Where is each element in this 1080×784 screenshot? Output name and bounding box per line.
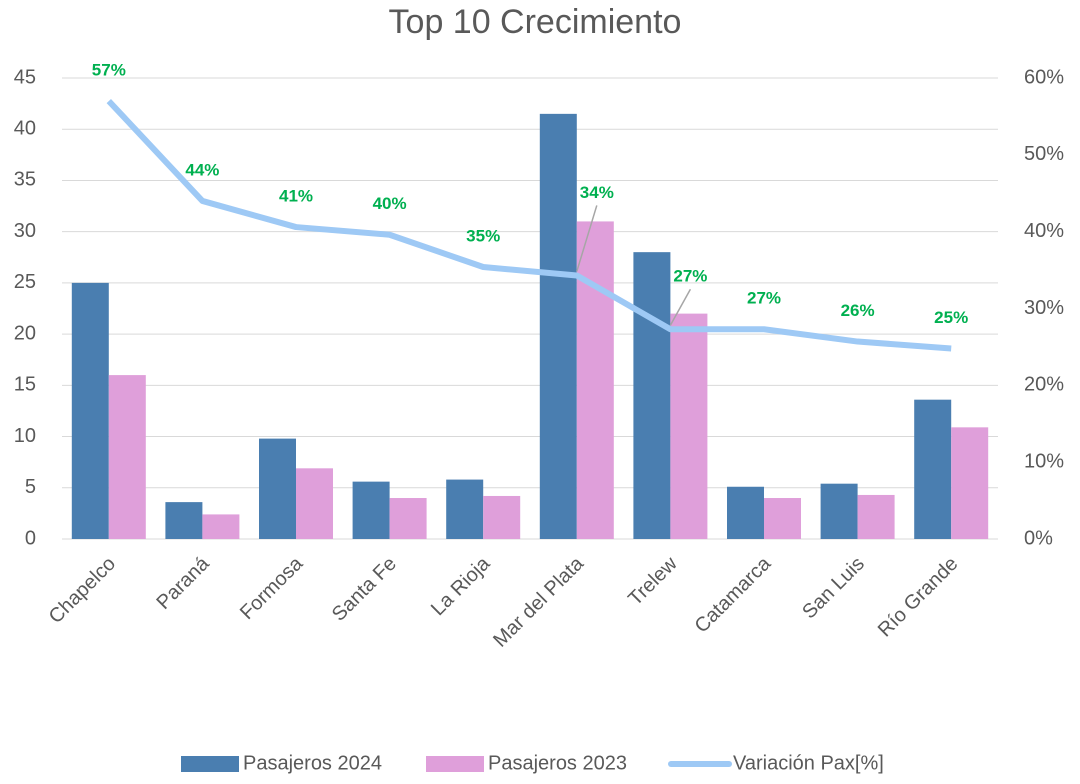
y2-tick-label: 10% xyxy=(1024,450,1064,472)
y-tick-label: 30 xyxy=(14,220,36,242)
leader-line xyxy=(669,288,692,326)
y2-tick-label: 20% xyxy=(1024,374,1064,396)
legend-swatch xyxy=(426,756,484,772)
bar xyxy=(108,375,146,539)
legend-label: Pasajeros 2023 xyxy=(488,752,627,774)
bar xyxy=(446,479,484,539)
y-tick-label: 25 xyxy=(14,271,36,293)
bar xyxy=(296,468,333,539)
bar xyxy=(857,494,895,539)
x-tick-label: Catamarca xyxy=(691,552,776,637)
bar xyxy=(202,514,240,539)
bar xyxy=(951,427,989,539)
y2-tick-label: 30% xyxy=(1024,297,1064,319)
legend-label: Variación Pax[%] xyxy=(733,752,884,774)
value-label: 40% xyxy=(373,194,407,213)
value-label: 57% xyxy=(92,61,126,80)
bar xyxy=(483,495,521,539)
y-tick-label: 0 xyxy=(25,527,36,549)
value-label: 27% xyxy=(747,289,781,308)
leader-line xyxy=(576,205,598,272)
bar xyxy=(389,498,427,539)
legend-label: Pasajeros 2024 xyxy=(243,752,382,774)
bar xyxy=(71,282,109,539)
y2-tick-label: 0% xyxy=(1024,527,1053,549)
x-tick-label: Paraná xyxy=(153,552,215,614)
x-tick-label: San Luis xyxy=(798,553,869,624)
bar xyxy=(914,399,952,539)
bar xyxy=(764,498,801,539)
bar xyxy=(820,483,858,539)
bar xyxy=(633,252,671,539)
value-label: 35% xyxy=(466,226,500,245)
value-label: 34% xyxy=(580,183,614,202)
y-tick-label: 10 xyxy=(14,425,36,447)
value-label: 27% xyxy=(673,267,707,286)
x-tick-label: Formosa xyxy=(236,552,308,624)
bar xyxy=(259,438,296,539)
bar xyxy=(165,502,203,539)
bar xyxy=(727,486,764,539)
value-label: 44% xyxy=(185,160,219,179)
y2-tick-label: 50% xyxy=(1024,143,1064,165)
y-tick-label: 45 xyxy=(14,66,36,88)
y-tick-label: 20 xyxy=(14,322,36,344)
y2-tick-label: 40% xyxy=(1024,220,1064,242)
bar xyxy=(576,221,614,539)
bar xyxy=(352,481,390,539)
x-tick-label: Santa Fe xyxy=(328,553,401,626)
value-label: 41% xyxy=(279,187,313,206)
y-tick-label: 35 xyxy=(14,169,36,191)
line xyxy=(106,98,952,352)
y-tick-label: 40 xyxy=(14,118,36,140)
y-tick-label: 15 xyxy=(14,374,36,396)
x-tick-label: La Rioja xyxy=(427,552,495,620)
y2-tick-label: 60% xyxy=(1024,66,1064,88)
legend-swatch xyxy=(181,756,239,772)
x-tick-label: Trelew xyxy=(624,552,682,610)
value-label: 26% xyxy=(841,301,875,320)
bar xyxy=(539,113,577,539)
x-tick-label: Río Grande xyxy=(874,553,963,642)
chart-title: Top 10 Crecimiento xyxy=(389,3,682,41)
bar xyxy=(670,313,708,539)
x-tick-label: Chapelco xyxy=(45,553,120,628)
x-tick-label: Mar del Plata xyxy=(489,552,588,651)
value-label: 25% xyxy=(934,308,968,327)
y-tick-label: 5 xyxy=(25,476,36,498)
